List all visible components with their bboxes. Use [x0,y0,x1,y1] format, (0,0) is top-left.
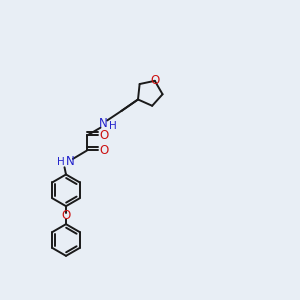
Text: H: H [57,157,65,167]
Text: N: N [99,117,108,130]
Text: O: O [150,74,159,87]
Text: N: N [66,155,75,168]
Text: H: H [109,122,116,131]
Text: O: O [61,209,70,222]
Text: O: O [99,144,108,157]
Text: O: O [99,129,108,142]
